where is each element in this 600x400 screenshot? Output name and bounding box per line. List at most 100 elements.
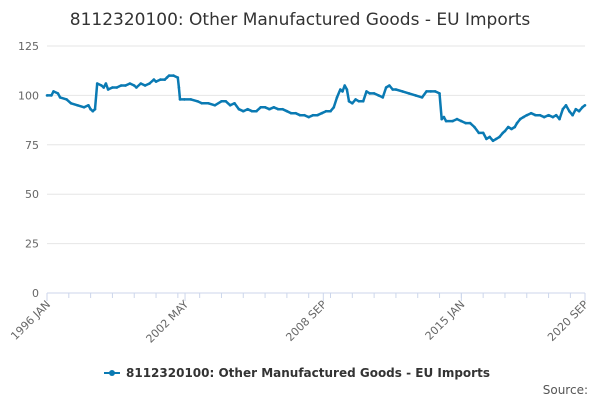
data-point[interactable] xyxy=(425,90,428,93)
data-point[interactable] xyxy=(320,111,324,115)
data-point[interactable] xyxy=(551,115,555,119)
data-point[interactable] xyxy=(561,107,565,111)
data-point[interactable] xyxy=(506,125,510,129)
data-point[interactable] xyxy=(571,113,574,117)
data-point[interactable] xyxy=(438,92,441,95)
data-point[interactable] xyxy=(518,117,522,121)
data-point[interactable] xyxy=(128,82,132,85)
data-point[interactable] xyxy=(139,82,143,85)
data-point[interactable] xyxy=(311,113,315,117)
data-point[interactable] xyxy=(335,96,339,99)
data-point[interactable] xyxy=(45,94,49,97)
data-point[interactable] xyxy=(354,98,357,101)
data-point[interactable] xyxy=(345,88,349,91)
data-point[interactable] xyxy=(76,104,79,107)
data-point[interactable] xyxy=(152,78,156,81)
data-point[interactable] xyxy=(494,137,498,141)
data-point[interactable] xyxy=(196,100,199,103)
data-point[interactable] xyxy=(316,113,319,117)
data-point[interactable] xyxy=(429,90,433,93)
data-point[interactable] xyxy=(394,88,398,91)
data-point[interactable] xyxy=(501,131,505,135)
data-point[interactable] xyxy=(233,102,236,105)
data-point[interactable] xyxy=(52,90,55,93)
data-point[interactable] xyxy=(351,102,354,105)
data-point[interactable] xyxy=(50,94,53,97)
data-point[interactable] xyxy=(165,76,169,79)
legend-label[interactable]: 8112320100: Other Manufactured Goods - E… xyxy=(126,366,490,380)
data-point[interactable] xyxy=(341,90,344,93)
data-point[interactable] xyxy=(444,119,448,123)
data-point[interactable] xyxy=(106,88,110,91)
data-point[interactable] xyxy=(220,100,223,103)
data-point[interactable] xyxy=(285,109,289,113)
data-point[interactable] xyxy=(163,78,167,81)
data-point[interactable] xyxy=(440,117,444,121)
data-point[interactable] xyxy=(207,102,210,105)
data-point[interactable] xyxy=(372,92,376,95)
data-point[interactable] xyxy=(377,94,380,97)
data-point[interactable] xyxy=(343,84,347,87)
data-point[interactable] xyxy=(515,121,519,125)
data-point[interactable] xyxy=(339,88,342,91)
data-point[interactable] xyxy=(368,92,372,95)
data-point[interactable] xyxy=(237,107,241,111)
data-point[interactable] xyxy=(464,121,468,125)
data-point[interactable] xyxy=(104,82,108,85)
data-point[interactable] xyxy=(65,98,68,101)
data-point[interactable] xyxy=(329,109,332,113)
data-point[interactable] xyxy=(119,84,123,87)
data-point[interactable] xyxy=(93,107,97,111)
legend[interactable]: 8112320100: Other Manufactured Goods - E… xyxy=(104,366,490,380)
data-point[interactable] xyxy=(477,131,481,135)
data-point[interactable] xyxy=(485,137,488,141)
data-point[interactable] xyxy=(177,86,181,89)
data-point[interactable] xyxy=(115,86,119,89)
data-point[interactable] xyxy=(281,107,284,111)
data-point[interactable] xyxy=(95,82,99,85)
data-point[interactable] xyxy=(213,104,217,107)
data-point[interactable] xyxy=(276,107,280,111)
data-point[interactable] xyxy=(91,109,95,113)
data-point[interactable] xyxy=(124,84,127,87)
data-point[interactable] xyxy=(178,98,182,101)
data-point[interactable] xyxy=(259,106,263,109)
data-point[interactable] xyxy=(102,86,105,89)
data-point[interactable] xyxy=(332,106,336,109)
data-point[interactable] xyxy=(577,109,581,113)
data-point[interactable] xyxy=(451,119,454,123)
data-point[interactable] xyxy=(324,109,328,113)
data-point[interactable] xyxy=(111,86,114,89)
data-point[interactable] xyxy=(513,125,517,129)
data-point[interactable] xyxy=(148,82,151,85)
data-point[interactable] xyxy=(498,135,501,139)
data-point[interactable] xyxy=(89,107,92,111)
data-point[interactable] xyxy=(272,106,276,109)
data-point[interactable] xyxy=(538,113,542,117)
data-point[interactable] xyxy=(433,90,437,93)
data-point[interactable] xyxy=(365,90,368,93)
data-point[interactable] xyxy=(529,111,533,115)
data-point[interactable] xyxy=(574,107,578,111)
data-point[interactable] xyxy=(481,131,485,135)
data-point[interactable] xyxy=(568,109,571,113)
data-point[interactable] xyxy=(554,113,558,117)
data-point[interactable] xyxy=(167,74,171,77)
data-point[interactable] xyxy=(357,100,361,103)
data-point[interactable] xyxy=(159,78,162,81)
data-point[interactable] xyxy=(189,98,193,101)
data-point[interactable] xyxy=(347,100,351,103)
data-point[interactable] xyxy=(361,100,365,103)
data-point[interactable] xyxy=(442,115,446,119)
data-point[interactable] xyxy=(491,139,495,143)
data-point[interactable] xyxy=(132,84,136,87)
data-point[interactable] xyxy=(547,113,550,117)
data-point[interactable] xyxy=(381,96,385,99)
data-point[interactable] xyxy=(154,80,158,83)
data-point[interactable] xyxy=(391,88,395,91)
data-point[interactable] xyxy=(542,115,546,119)
data-point[interactable] xyxy=(250,109,254,113)
data-point[interactable] xyxy=(87,104,90,107)
data-point[interactable] xyxy=(143,84,147,87)
data-point[interactable] xyxy=(583,104,587,107)
